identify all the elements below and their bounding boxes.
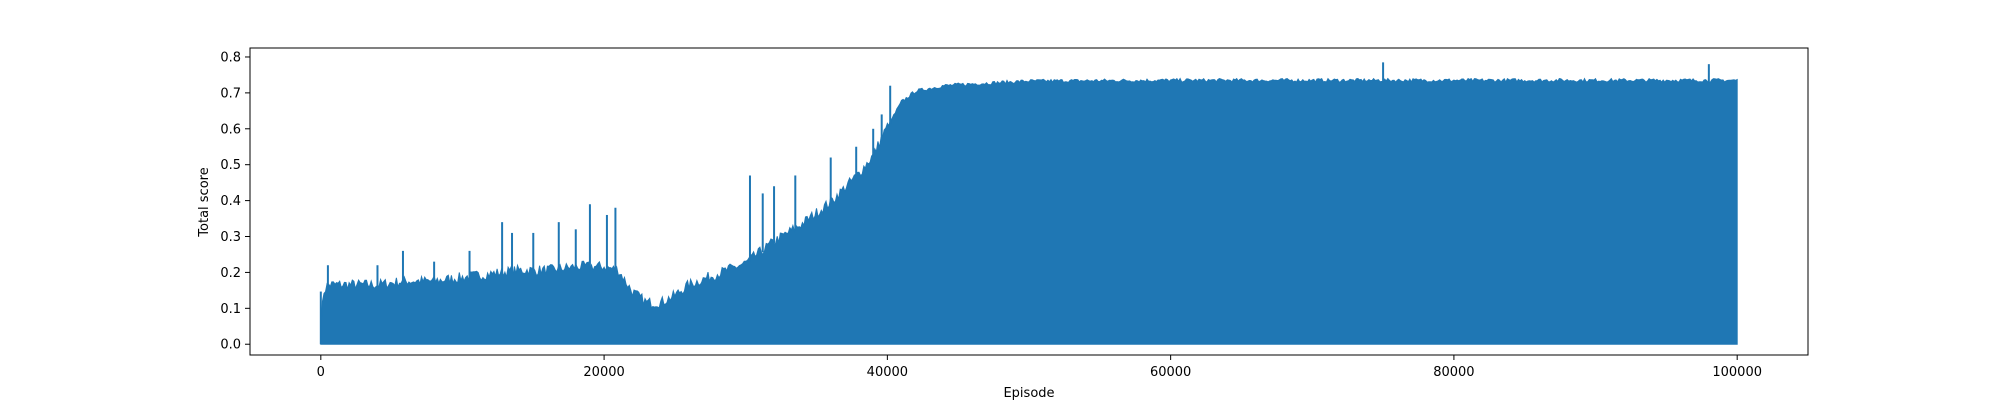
y-tick-label: 0.7 xyxy=(220,86,241,101)
x-tick-label: 0 xyxy=(317,365,325,380)
x-tick-label: 20000 xyxy=(583,365,624,380)
y-tick-label: 0.6 xyxy=(220,122,241,137)
plot-area xyxy=(319,62,1738,345)
x-tick-label: 60000 xyxy=(1150,365,1191,380)
x-axis: 0 20000 40000 60000 80000 100000 xyxy=(317,355,1762,380)
y-tick-label: 0.5 xyxy=(220,158,241,173)
y-tick-label: 0.3 xyxy=(220,230,241,245)
y-tick-label: 0.8 xyxy=(220,50,241,65)
x-tick-label: 40000 xyxy=(867,365,908,380)
y-axis: 0.0 0.1 0.2 0.3 0.4 0.5 0.6 0.7 0.8 xyxy=(220,50,250,353)
y-tick-label: 0.2 xyxy=(220,266,241,281)
series-fill xyxy=(320,77,1738,345)
y-tick-label: 0.1 xyxy=(220,302,241,317)
x-tick-label: 100000 xyxy=(1712,365,1762,380)
y-axis-label: Total score xyxy=(197,167,212,237)
y-tick-label: 0.0 xyxy=(220,338,241,353)
axes-frame xyxy=(249,47,1809,356)
x-tick-label: 80000 xyxy=(1433,365,1474,380)
y-tick-label: 0.4 xyxy=(220,194,241,209)
x-axis-label: Episode xyxy=(1003,386,1054,400)
